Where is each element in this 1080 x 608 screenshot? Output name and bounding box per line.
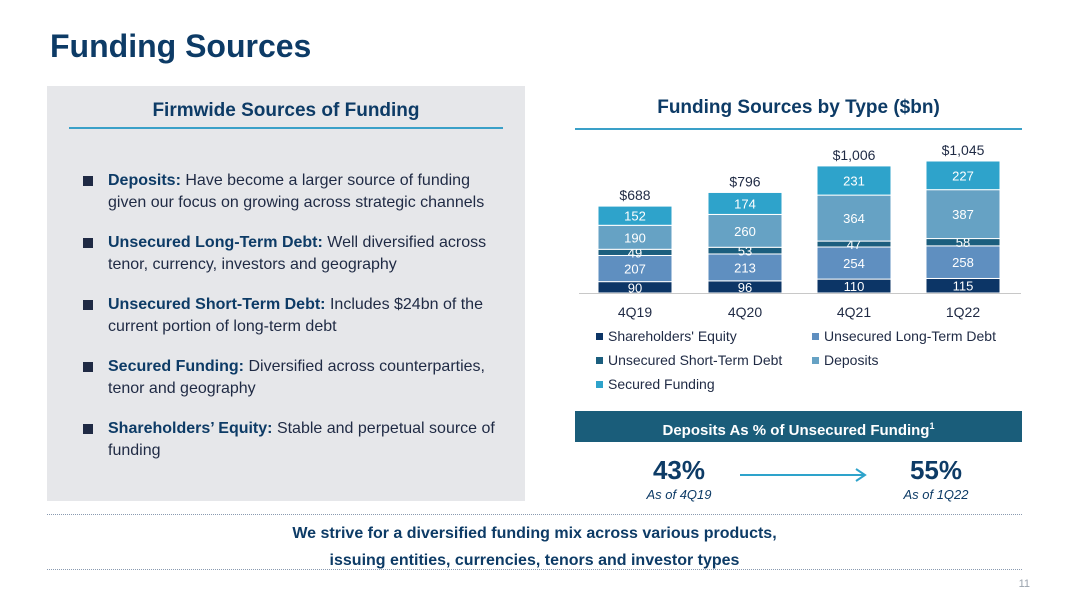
legend-label: Unsecured Long-Term Debt — [824, 328, 996, 344]
bullet-secured-funding: Secured Funding: Diversified across coun… — [83, 356, 503, 400]
bar-value-label: 260 — [734, 224, 756, 239]
deposits-banner-text: Deposits As % of Unsecured Funding — [662, 422, 930, 439]
footer-divider-top — [47, 514, 1022, 515]
heading-divider — [69, 127, 503, 129]
bar-segment-1Q22-4 — [925, 160, 1001, 191]
bullet-text: Diversified across counterparties, tenor… — [108, 358, 485, 397]
page-title: Funding Sources — [50, 28, 312, 64]
bullet-text: Includes $24bn of the current portion of… — [108, 296, 483, 335]
legend-label: Secured Funding — [608, 376, 715, 392]
legend-swatch — [596, 380, 603, 388]
bar-value-label: 90 — [628, 280, 642, 295]
bullet-label: Deposits: — [108, 172, 181, 189]
bullet-deposits: Deposits: Have become a larger source of… — [83, 170, 503, 214]
bar-value-label: 231 — [843, 174, 865, 189]
footer-divider-bottom — [47, 569, 1022, 570]
page-number: 11 — [1018, 578, 1030, 590]
legend-item: Shareholders' Equity — [596, 328, 737, 344]
legend-item: Deposits — [812, 352, 878, 368]
bullet-square-icon — [83, 176, 93, 186]
bar-segment-4Q21-3 — [816, 194, 892, 242]
bar-segment-4Q20-4 — [707, 191, 783, 215]
bullet-label: Unsecured Short-Term Debt: — [108, 296, 326, 313]
bar-value-label: 115 — [953, 279, 974, 294]
chart-title: Funding Sources by Type ($bn) — [657, 97, 940, 118]
legend-label: Shareholders' Equity — [608, 328, 737, 344]
bullet-square-icon — [83, 362, 93, 372]
bar-value-label: 110 — [844, 279, 865, 294]
bar-segment-1Q22-3 — [925, 189, 1001, 240]
deposits-pct-end: 55% — [909, 455, 963, 485]
bar-segment-4Q19-4 — [597, 205, 673, 226]
bullet-label: Secured Funding: — [108, 358, 244, 375]
footer-message: We strive for a diversified funding mix … — [47, 520, 1022, 574]
bar-total-label: $688 — [619, 187, 650, 203]
bar-total-label: $1,006 — [833, 147, 876, 163]
bar-segment-4Q20-1 — [707, 253, 783, 282]
bar-segment-1Q22-1 — [925, 245, 1001, 279]
legend-item: Secured Funding — [596, 376, 715, 392]
bar-value-label: 258 — [952, 255, 974, 270]
legend-swatch — [596, 356, 603, 364]
bar-value-label: 152 — [624, 209, 646, 224]
bullet-label: Unsecured Long-Term Debt: — [108, 234, 323, 251]
deposits-pct-banner: Deposits As % of Unsecured Funding1 — [575, 411, 1022, 442]
bar-value-label: 364 — [843, 211, 865, 226]
legend-label: Unsecured Short-Term Debt — [608, 352, 783, 368]
x-tick-label: 1Q22 — [946, 304, 980, 320]
bar-value-label: 190 — [624, 230, 646, 245]
bar-value-label: 213 — [734, 260, 756, 275]
footer-line-2: issuing entities, currencies, tenors and… — [329, 552, 740, 569]
bullet-square-icon — [83, 238, 93, 248]
legend-item: Unsecured Long-Term Debt — [812, 328, 996, 344]
bar-segment-4Q21-4 — [816, 165, 892, 196]
bullet-shareholders-equity: Shareholders’ Equity: Stable and perpetu… — [83, 418, 503, 462]
bullet-text: Well diversified across tenor, currency,… — [108, 234, 487, 273]
x-tick-label: 4Q19 — [618, 304, 652, 320]
bullet-square-icon — [83, 300, 93, 310]
bullet-label: Shareholders’ Equity: — [108, 420, 273, 437]
bar-value-label: 174 — [734, 196, 756, 211]
legend-item: Unsecured Short-Term Debt — [596, 352, 782, 368]
bar-value-label: 96 — [738, 280, 752, 295]
legend-swatch — [812, 356, 819, 364]
deposits-pct-start-label: As of 4Q19 — [646, 487, 712, 502]
bullet-text: Have become a larger source of funding g… — [108, 172, 485, 211]
bar-total-label: $1,045 — [942, 142, 985, 158]
chart-title-divider — [575, 128, 1022, 130]
bar-value-label: 387 — [952, 207, 974, 222]
bar-segment-4Q21-1 — [816, 246, 892, 280]
bar-segment-4Q19-3 — [597, 224, 673, 250]
bar-total-label: $796 — [729, 173, 760, 189]
bullet-text: Stable and perpetual source of funding — [108, 420, 495, 459]
bar-segment-4Q19-1 — [597, 254, 673, 283]
bar-value-label: 207 — [624, 262, 646, 277]
footer-line-1: We strive for a diversified funding mix … — [292, 525, 777, 542]
x-tick-label: 4Q20 — [728, 304, 762, 320]
bullet-list: Deposits: Have become a larger source of… — [83, 170, 503, 480]
deposits-pct-start: 43% — [652, 455, 706, 485]
funding-stacked-bar-chart: 9020749190152$6884Q199621353260174$7964Q… — [579, 142, 1021, 320]
arrow-right-icon — [740, 468, 867, 482]
panel-heading: Firmwide Sources of Funding — [152, 100, 420, 121]
legend-label: Deposits — [824, 352, 879, 368]
deposits-pct-end-label: As of 1Q22 — [903, 487, 969, 502]
bullet-unsecured-std: Unsecured Short-Term Debt: Includes $24b… — [83, 294, 503, 338]
bar-value-label: 227 — [952, 168, 974, 183]
x-tick-label: 4Q21 — [837, 304, 871, 320]
funding-sources-panel: Firmwide Sources of Funding Deposits: Ha… — [47, 86, 525, 501]
bullet-square-icon — [83, 424, 93, 434]
bar-value-label: 254 — [843, 256, 865, 271]
bullet-unsecured-ltd: Unsecured Long-Term Debt: Well diversifi… — [83, 232, 503, 276]
footnote-marker: 1 — [929, 421, 935, 431]
legend-swatch — [812, 332, 819, 340]
legend-swatch — [596, 332, 603, 340]
